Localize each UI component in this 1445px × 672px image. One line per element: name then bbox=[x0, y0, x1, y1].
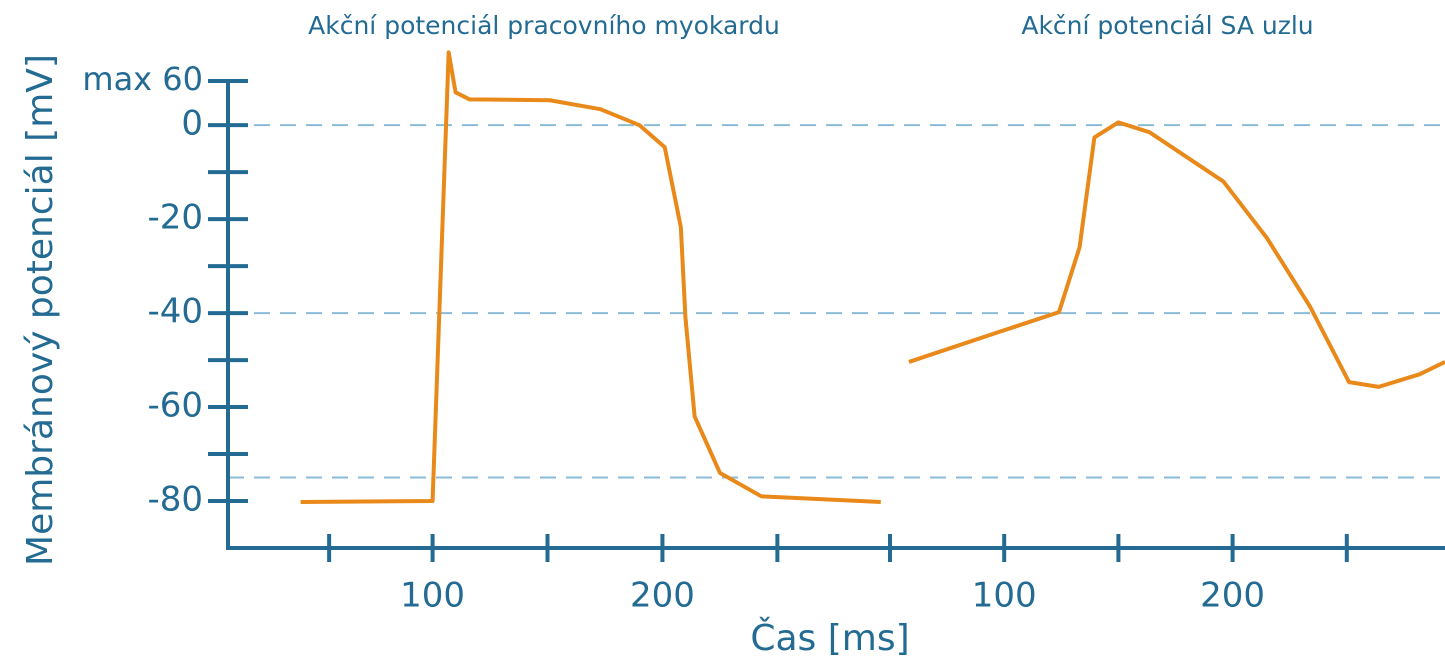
y-axis-label: Membránový potenciál [mV] bbox=[20, 54, 61, 566]
y-tick-label: -40 bbox=[147, 292, 203, 332]
x-tick-label: 200 bbox=[1200, 576, 1265, 616]
y-tick-label: -20 bbox=[147, 198, 203, 238]
y-tick-label: -60 bbox=[147, 386, 203, 426]
x-tick-label: 100 bbox=[400, 576, 465, 616]
panel-title: Akční potenciál SA uzlu bbox=[1021, 11, 1313, 40]
y-annotation: max 60 bbox=[82, 60, 203, 98]
y-tick-label: -80 bbox=[147, 480, 203, 520]
x-axis-label: Čas [ms] bbox=[750, 617, 909, 659]
x-tick-label: 200 bbox=[630, 576, 695, 616]
panel-title: Akční potenciál pracovního myokardu bbox=[308, 11, 780, 40]
action-potential-line bbox=[908, 120, 1445, 389]
x-tick-label: 100 bbox=[972, 576, 1037, 616]
y-tick-label: 0 bbox=[181, 104, 203, 144]
action-potential-line bbox=[300, 50, 881, 504]
